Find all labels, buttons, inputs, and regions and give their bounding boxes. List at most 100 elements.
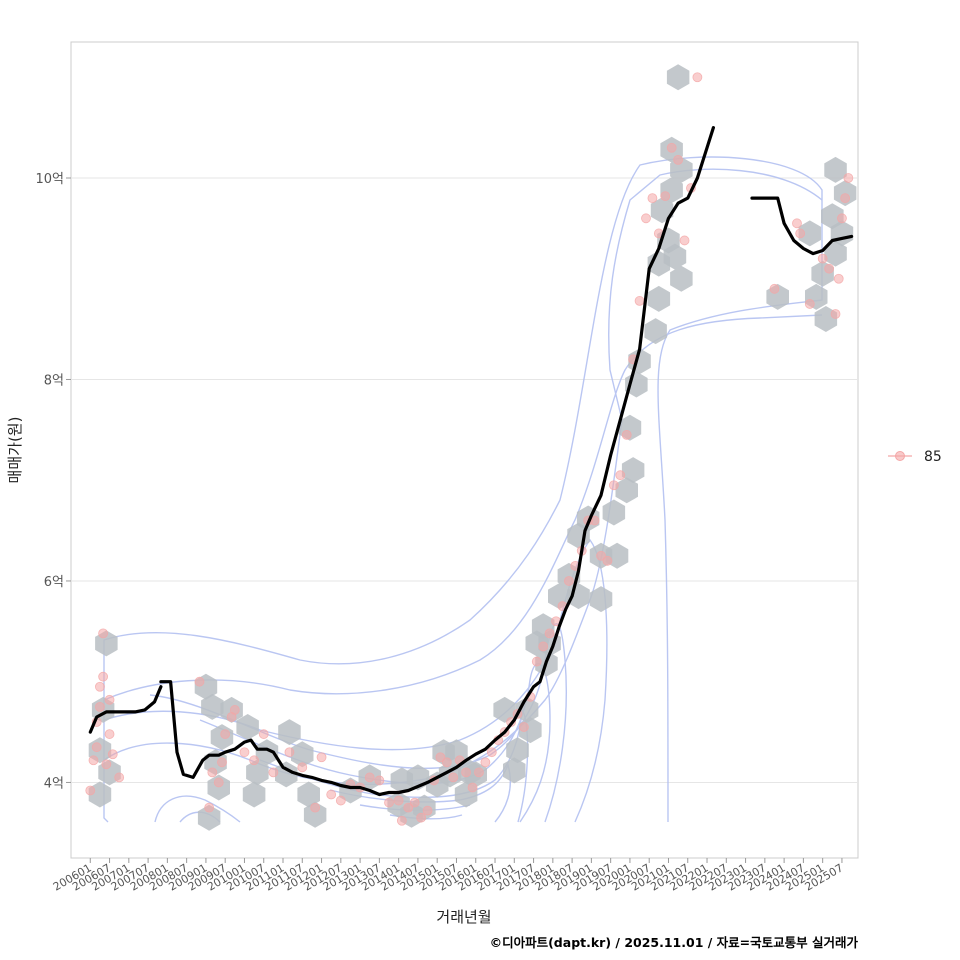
data-point	[795, 228, 806, 239]
data-point	[602, 555, 613, 566]
data-point	[101, 759, 112, 770]
data-point	[666, 142, 677, 153]
trend-line-segment	[750, 196, 854, 256]
data-point	[95, 701, 105, 712]
contour-line	[103, 156, 823, 823]
data-point	[104, 729, 115, 739]
data-point	[647, 193, 658, 204]
hexbin-cell	[278, 719, 301, 746]
data-point	[229, 705, 240, 715]
legend: 85	[888, 449, 942, 465]
data-point	[85, 785, 96, 796]
data-point	[98, 628, 109, 639]
data-point	[830, 309, 841, 319]
hexbin-cell	[666, 64, 690, 91]
data-point	[316, 752, 327, 763]
data-point	[840, 193, 851, 204]
data-point	[634, 296, 645, 306]
y-axis-title: 매매가(원)	[6, 417, 24, 484]
data-point	[615, 470, 626, 481]
data-point	[326, 789, 337, 800]
data-point	[91, 742, 102, 753]
data-point	[207, 767, 218, 778]
hexbin-cell	[644, 318, 667, 345]
data-point	[114, 772, 125, 783]
x-axis: 2006012006072007012007072008012008072009…	[51, 858, 845, 894]
data-point	[461, 767, 472, 778]
data-point	[204, 802, 215, 813]
data-point	[88, 755, 99, 766]
hexbin-cell	[303, 801, 327, 828]
data-point	[95, 681, 105, 692]
data-point	[486, 747, 497, 758]
hexbin-cell	[589, 586, 613, 613]
hexbin-cell	[833, 180, 857, 207]
hexbin-cell	[663, 243, 687, 270]
data-point	[641, 213, 651, 224]
y-axis: 4억 6억 8억 10억	[35, 172, 71, 791]
data-point	[416, 812, 427, 823]
data-point	[220, 729, 231, 739]
hexbin-cell	[197, 804, 221, 831]
data-point	[435, 752, 446, 763]
hexbin-cell	[621, 457, 645, 484]
hexbin-cell	[602, 499, 626, 526]
data-point	[422, 805, 433, 816]
data-point	[679, 235, 690, 246]
hexbin-cell	[339, 777, 362, 804]
data-point	[817, 253, 828, 264]
data-point	[824, 263, 834, 274]
hexbin-cell	[503, 757, 526, 784]
hexbin-cell	[798, 220, 822, 247]
data-point	[239, 747, 250, 758]
data-point	[538, 641, 549, 652]
y-tick-label: 6억	[44, 575, 64, 590]
data-point	[384, 797, 394, 808]
data-point	[104, 694, 115, 705]
data-point	[467, 782, 478, 793]
data-point	[596, 550, 606, 561]
y-tick-label: 8억	[44, 373, 64, 388]
hexbin-cell	[615, 477, 638, 504]
data-point	[213, 777, 224, 788]
data-point	[692, 72, 703, 83]
hexbin-cell	[246, 759, 269, 786]
data-point	[374, 775, 385, 786]
data-point	[519, 722, 529, 732]
data-point	[217, 757, 227, 768]
data-point	[792, 218, 802, 229]
data-point	[393, 795, 404, 806]
hexbin-cell	[255, 739, 279, 766]
data-point	[563, 576, 574, 586]
hexbin-cell	[493, 696, 516, 723]
data-point	[769, 283, 780, 294]
data-point	[194, 676, 205, 687]
data-point	[107, 749, 118, 760]
x-axis-title: 거래년월	[436, 908, 491, 926]
hexbin-cell	[207, 774, 230, 801]
legend-key-point	[895, 451, 905, 461]
data-point	[608, 480, 619, 491]
hexbin-cell	[201, 693, 224, 720]
data-point	[621, 429, 632, 440]
hexbin-cell	[291, 741, 314, 768]
data-point	[448, 772, 459, 783]
data-point	[268, 767, 279, 778]
data-point	[403, 802, 414, 813]
data-point	[544, 628, 555, 639]
data-point	[441, 757, 452, 768]
y-tick-label: 4억	[44, 776, 64, 791]
hexbin-cell	[297, 781, 320, 808]
hexbin-cell	[275, 761, 298, 788]
data-point	[249, 755, 259, 766]
data-point	[843, 173, 854, 183]
data-point	[474, 767, 484, 778]
data-point	[297, 762, 308, 773]
hexbin-cell	[506, 737, 529, 764]
caption: ©디아파트(dapt.kr) / 2025.11.01 / 자료=국토교통부 실…	[490, 935, 859, 950]
data-point	[531, 656, 542, 667]
data-point	[98, 671, 109, 682]
hexbin-cell	[647, 285, 671, 312]
hexbin-cell	[242, 781, 266, 808]
